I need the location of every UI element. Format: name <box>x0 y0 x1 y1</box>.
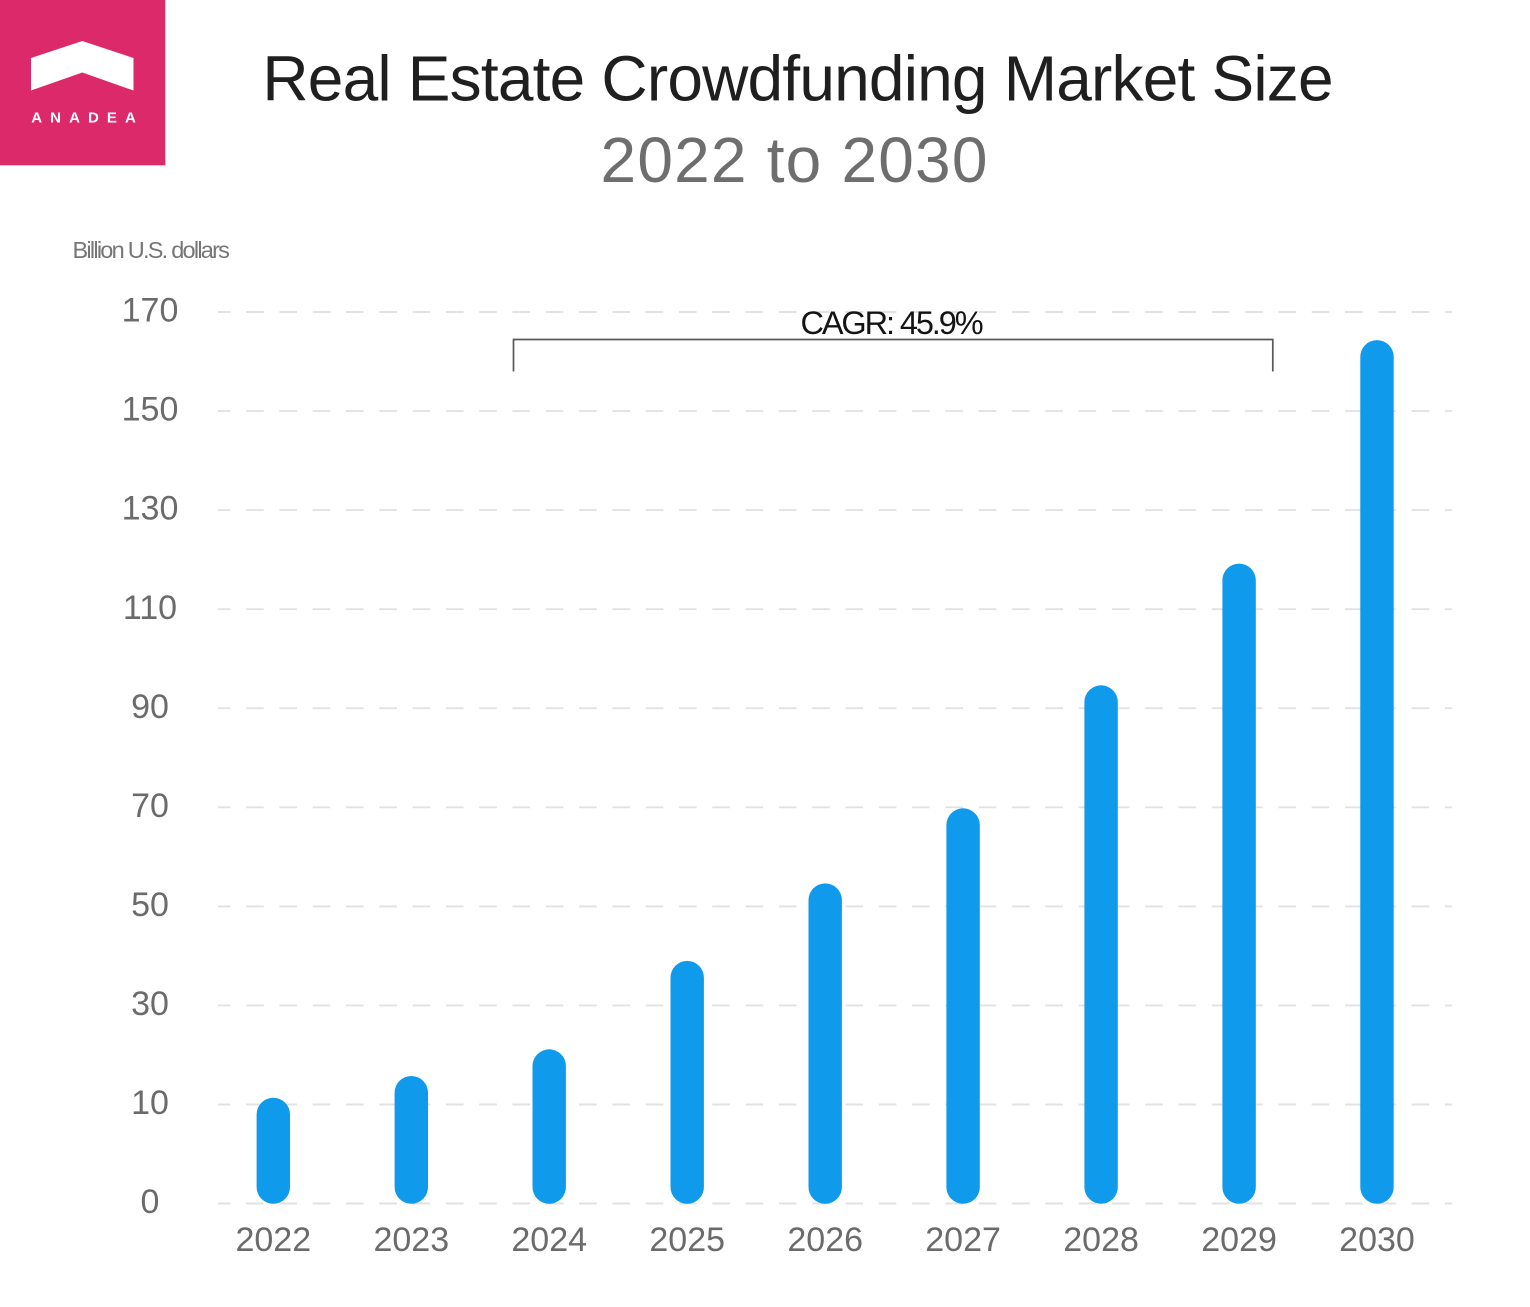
svg-text:ANADEA: ANADEA <box>31 110 144 127</box>
svg-text:50: 50 <box>131 886 169 924</box>
svg-text:2028: 2028 <box>1063 1221 1139 1259</box>
svg-text:Billion U.S. dollars: Billion U.S. dollars <box>73 237 230 263</box>
svg-text:10: 10 <box>131 1084 169 1122</box>
svg-text:170: 170 <box>122 292 179 330</box>
svg-text:90: 90 <box>131 688 169 726</box>
svg-text:CAGR: 45.9%: CAGR: 45.9% <box>800 305 982 341</box>
svg-text:Real Estate Crowdfunding Marke: Real Estate Crowdfunding Market Size <box>262 42 1332 114</box>
svg-text:30: 30 <box>131 985 169 1023</box>
svg-text:2022: 2022 <box>235 1221 311 1259</box>
svg-text:2027: 2027 <box>925 1221 1001 1259</box>
svg-text:2029: 2029 <box>1201 1221 1277 1259</box>
svg-text:70: 70 <box>131 787 169 825</box>
svg-text:150: 150 <box>122 391 179 429</box>
svg-text:2023: 2023 <box>373 1221 449 1259</box>
svg-text:2024: 2024 <box>511 1221 587 1259</box>
svg-text:0: 0 <box>141 1183 160 1221</box>
svg-text:2025: 2025 <box>649 1221 725 1259</box>
svg-text:2026: 2026 <box>787 1221 863 1259</box>
svg-text:2022 to 2030: 2022 to 2030 <box>601 124 989 196</box>
svg-text:110: 110 <box>123 589 177 627</box>
svg-text:130: 130 <box>122 490 179 528</box>
svg-text:2030: 2030 <box>1339 1221 1415 1259</box>
